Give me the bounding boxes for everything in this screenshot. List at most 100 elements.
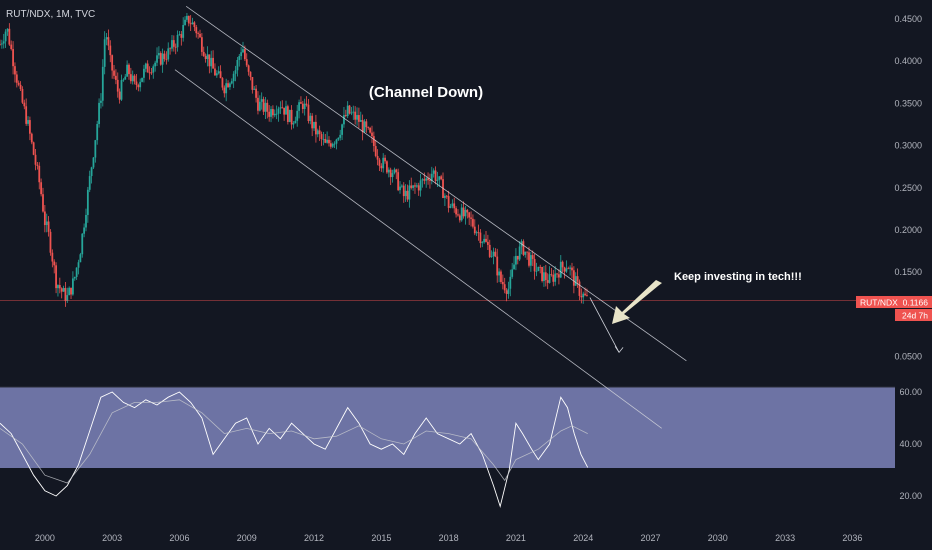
candle-body [92, 157, 95, 168]
candle-body [384, 157, 386, 162]
candle-body [348, 105, 351, 114]
candle-body [346, 105, 349, 117]
price-tick-label: 0.4000 [894, 56, 922, 66]
time-tick-label: 2033 [775, 533, 795, 543]
candle-body [414, 185, 416, 187]
oscillator-tick-label: 60.00 [899, 387, 922, 397]
candle-body [253, 88, 256, 90]
candle-body [247, 65, 250, 72]
candle-body [466, 209, 469, 213]
candle-body [230, 81, 233, 84]
channel-upper-line[interactable] [185, 6, 687, 362]
candle-body [277, 108, 280, 114]
candle-body [114, 75, 117, 80]
candle-body [184, 19, 186, 25]
time-tick-label: 2003 [102, 533, 122, 543]
candle-body [404, 190, 407, 197]
candle-body [558, 274, 560, 278]
candle-body [301, 103, 304, 110]
candle-body [251, 76, 254, 90]
candle-body [505, 290, 508, 294]
candle-body [395, 169, 398, 173]
candle-body [526, 251, 529, 253]
candle-body [25, 106, 28, 124]
candle-body [451, 203, 454, 207]
candle-body [430, 173, 433, 181]
countdown-bg [895, 309, 932, 321]
candle-body [122, 79, 125, 81]
candle-body [156, 55, 158, 63]
candle-body [8, 28, 11, 45]
candle-body [141, 77, 143, 82]
candle-body [535, 270, 538, 272]
candle-body [335, 139, 338, 144]
candle-body [0, 44, 1, 46]
candle-body [85, 214, 87, 228]
candle-body [14, 66, 16, 75]
candle-body [369, 127, 372, 133]
candle-body [524, 251, 527, 255]
candle-body [320, 134, 323, 140]
countdown: 24d 7h [902, 311, 928, 321]
candle-body [12, 49, 14, 67]
candle-body [311, 115, 314, 129]
note-arrow[interactable] [612, 280, 662, 324]
candle-body [131, 75, 134, 82]
candle-body [163, 53, 166, 59]
candle-body [533, 258, 536, 272]
candle-body [217, 71, 220, 74]
candle-body [546, 280, 549, 283]
candle-body [135, 81, 138, 85]
projection-arrow[interactable] [589, 297, 620, 353]
candle-body [214, 68, 216, 76]
candle-body [399, 186, 401, 191]
channel-annotation: (Channel Down) [369, 84, 483, 101]
candle-body [507, 288, 510, 294]
candle-body [75, 267, 78, 277]
candle-body [485, 238, 487, 242]
candle-body [83, 227, 86, 234]
candle-body [219, 71, 222, 79]
candle-body [98, 102, 100, 125]
candle-body [496, 256, 499, 276]
channel-lower-line[interactable] [174, 69, 662, 429]
symbol-header: RUT/NDX, 1M, TVC [6, 9, 95, 20]
candle-body [275, 113, 278, 115]
candle-body [372, 136, 375, 147]
candle-body [243, 49, 246, 60]
candle-body [137, 84, 140, 88]
candle-body [571, 267, 573, 271]
candle-body [57, 285, 59, 289]
candle-body [363, 121, 366, 133]
price-tick-label: 0.2500 [894, 183, 922, 193]
candle-body [460, 207, 463, 221]
candle-body [479, 232, 482, 244]
candle-body [586, 295, 588, 296]
candle-body [43, 211, 46, 226]
candle-body [273, 113, 276, 116]
candle-body [189, 23, 192, 25]
candle-body [359, 119, 362, 122]
last-price-tag[interactable]: RUT/NDX 0.1166 24d 7h [856, 296, 932, 321]
candle-body [45, 221, 48, 226]
candle-body [283, 107, 286, 115]
candle-body [290, 109, 293, 125]
candle-body [567, 268, 570, 270]
candle-body [328, 139, 330, 144]
candle-body [260, 99, 263, 102]
candle-body [380, 165, 383, 169]
time-tick-label: 2009 [237, 533, 257, 543]
candle-body [268, 111, 271, 117]
candle-body [563, 267, 566, 272]
candle-body [212, 57, 214, 69]
candle-body [146, 63, 149, 73]
price-tick-label: 0.1500 [894, 267, 922, 277]
candle-body [126, 64, 129, 77]
candle-body [197, 33, 200, 34]
candle-body [81, 233, 84, 255]
time-tick-label: 2027 [640, 533, 660, 543]
oscillator-tick-label: 20.00 [899, 491, 922, 501]
candle-body [38, 165, 41, 183]
candle-body [150, 72, 153, 74]
